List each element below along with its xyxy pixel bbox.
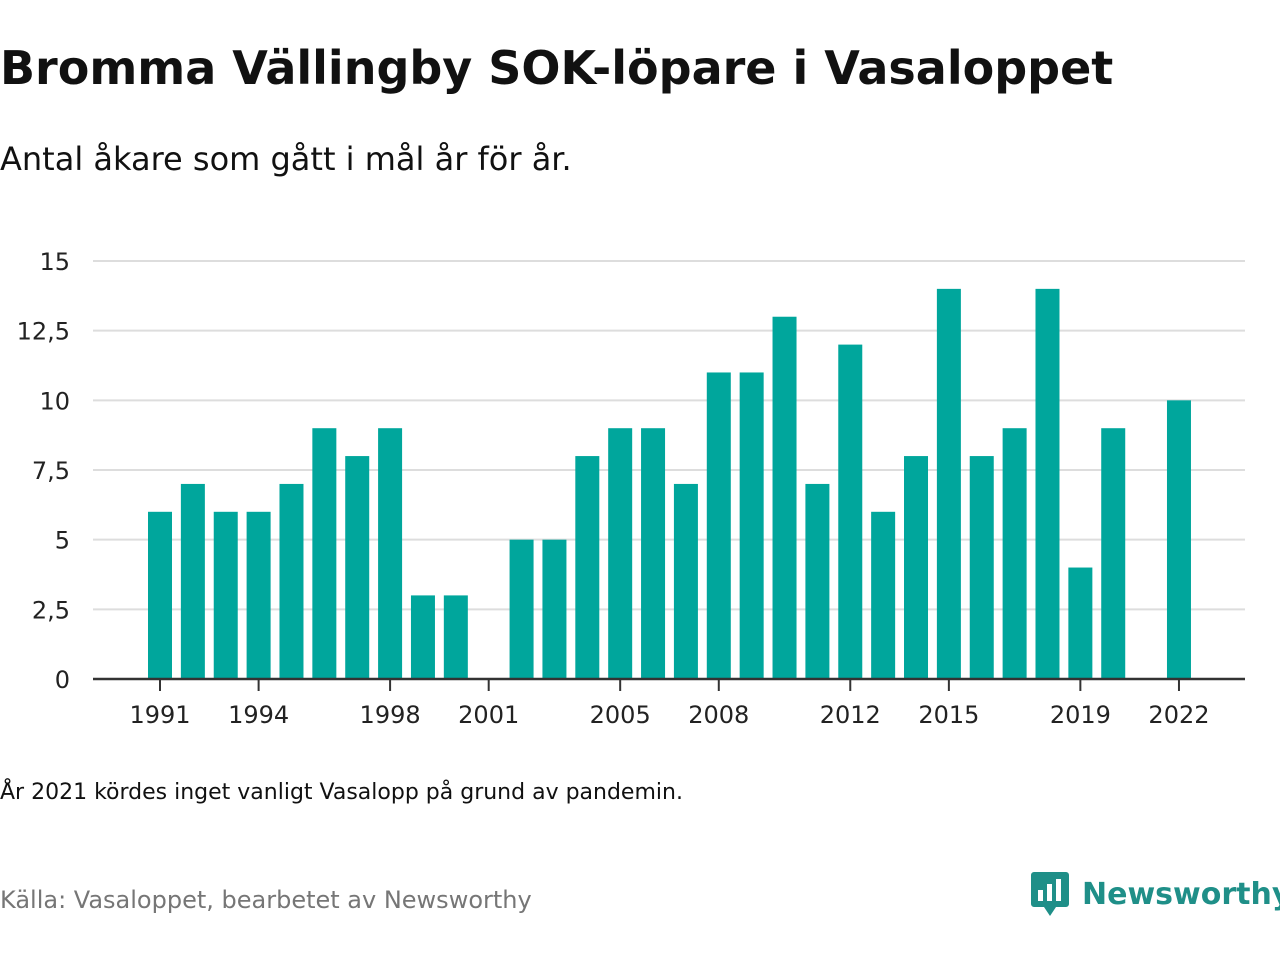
x-tick-label: 2015 (918, 701, 979, 729)
y-tick-label: 10 (39, 387, 70, 415)
bar-2009 (739, 372, 764, 679)
x-tick-label: 2001 (458, 701, 519, 729)
bar-2008 (706, 372, 731, 679)
bar-2022 (1166, 400, 1191, 679)
bar-1994 (246, 511, 271, 679)
x-tick-label: 1991 (129, 701, 190, 729)
bar-1996 (312, 428, 337, 679)
bar-2020 (1101, 428, 1126, 679)
bar-1998 (378, 428, 403, 679)
bar-1992 (180, 483, 205, 679)
x-tick-label: 1994 (228, 701, 289, 729)
bar-2017 (1002, 428, 1027, 679)
bar-2000 (443, 595, 468, 679)
y-tick-label: 12,5 (17, 318, 70, 346)
y-axis-tick-labels: 0 2,5 5 7,5 10 12,5 15 (17, 248, 70, 694)
y-tick-label: 0 (55, 666, 70, 694)
y-tick-label: 15 (39, 248, 70, 276)
x-tick-label: 2019 (1050, 701, 1111, 729)
x-tick-label: 2005 (590, 701, 651, 729)
bar-2015 (936, 288, 961, 679)
bar-1993 (213, 511, 238, 679)
bar-2014 (904, 456, 929, 679)
bar-2013 (871, 511, 896, 679)
x-tick-label: 1998 (360, 701, 421, 729)
y-tick-label: 7,5 (32, 457, 70, 485)
bar-2005 (608, 428, 633, 679)
bar-2010 (772, 316, 797, 679)
y-tick-label: 2,5 (32, 596, 70, 624)
footnote: År 2021 kördes inget vanligt Vasalopp på… (0, 780, 683, 805)
bar-2003 (542, 539, 567, 679)
bar-1995 (279, 483, 304, 679)
newsworthy-logo: Newsworthy (1030, 870, 1280, 918)
bar-2018 (1035, 288, 1060, 679)
bar-2016 (969, 456, 994, 679)
bar-chart: 0 2,5 5 7,5 10 12,5 15 1991 1994 1998 2001 2005 200… (17, 248, 1245, 729)
bar-2012 (838, 344, 863, 679)
bar-1991 (148, 511, 172, 679)
bar-2019 (1068, 567, 1093, 679)
chart-subtitle: Antal åkare som gått i mål år för år. (0, 140, 572, 178)
bar-2006 (641, 428, 666, 679)
newsworthy-logo-icon (1031, 872, 1069, 916)
bar-1999 (410, 595, 435, 679)
bar-2002 (509, 539, 534, 679)
x-tick-label: 2008 (688, 701, 749, 729)
source-note: Källa: Vasaloppet, bearbetet av Newswort… (0, 886, 532, 914)
bar-2007 (673, 483, 698, 679)
y-tick-label: 5 (55, 527, 70, 555)
x-tick-label: 2012 (820, 701, 881, 729)
bar-2011 (805, 483, 830, 679)
bar-2004 (575, 456, 600, 679)
bar-1997 (345, 456, 370, 679)
x-axis: 1991 1994 1998 2001 2005 2008 2012 2015 2019 2022 (93, 677, 1245, 729)
logo-text: Newsworthy (1082, 876, 1280, 912)
bars (148, 288, 1191, 679)
chart-title: Bromma Vällingby SOK-löpare i Vasaloppet (0, 41, 1114, 95)
x-tick-label: 2022 (1148, 701, 1209, 729)
